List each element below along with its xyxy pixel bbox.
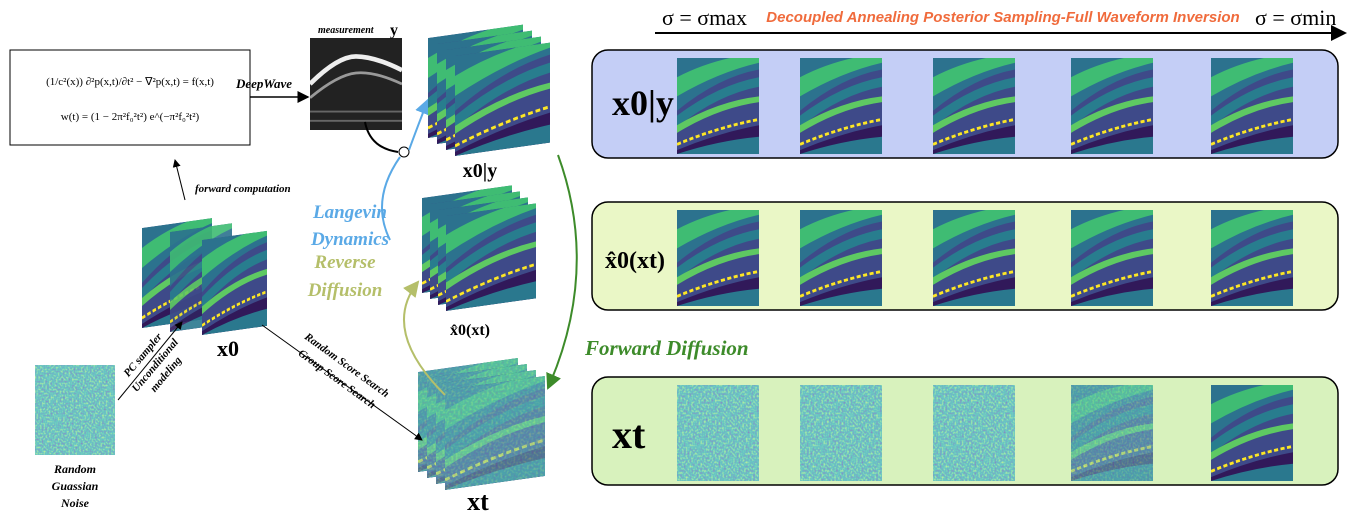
stack-label: x0 — [217, 336, 239, 361]
noise-label: Guassian — [52, 479, 99, 493]
arrow — [403, 280, 446, 396]
image-tile — [677, 58, 759, 154]
row-label: x̂0(xt) — [605, 248, 665, 274]
image-tile — [800, 58, 882, 154]
stack-layer — [446, 203, 536, 311]
arrow — [172, 159, 186, 201]
measurement-label: measurement — [318, 25, 375, 36]
image-tile — [1211, 385, 1293, 481]
image-tile — [933, 58, 1015, 154]
image-tile — [1211, 58, 1293, 154]
arrow — [408, 98, 431, 151]
image-tile — [1211, 210, 1293, 306]
arrow — [546, 154, 578, 390]
arrow — [117, 321, 183, 401]
reverse-label: Diffusion — [307, 280, 383, 301]
image-tile — [800, 210, 882, 306]
forward-label: Forward Diffusion — [584, 336, 749, 360]
image-tile — [1071, 385, 1153, 481]
noise-image — [35, 365, 115, 455]
image-tile — [455, 42, 550, 156]
stack-label: x0|y — [463, 160, 497, 182]
stack-layer — [445, 375, 545, 490]
stack-layer — [202, 230, 267, 335]
sigma-start: σ = σmax — [662, 5, 747, 30]
measurement-image — [310, 38, 402, 130]
image-tile — [933, 385, 1015, 481]
stack-label: xt — [467, 487, 489, 516]
title: Decoupled Annealing Posterior Sampling-F… — [766, 9, 1239, 26]
image-tile — [446, 203, 536, 311]
connector — [364, 121, 399, 153]
image-tile — [800, 385, 882, 481]
row-label: x0|y — [612, 83, 674, 123]
combine-node — [398, 146, 410, 158]
image-tile — [677, 385, 759, 481]
image-tile — [1071, 210, 1153, 306]
reverse-label: Reverse — [313, 252, 376, 273]
langevin-label: Dynamics — [310, 229, 389, 250]
equation-box — [9, 49, 251, 146]
noise-label: Noise — [60, 496, 90, 510]
stack-layer — [455, 42, 550, 156]
image-tile — [677, 210, 759, 306]
image-tile — [933, 210, 1015, 306]
measurement-symbol: y — [390, 22, 398, 39]
equation: (1/c²(x)) ∂²p(x,t)/∂t² − ∇²p(x,t) = f(x,… — [46, 76, 214, 88]
stack-label: x̂0(xt) — [450, 322, 490, 339]
row-label: xt — [612, 412, 646, 457]
arrow — [381, 156, 401, 241]
solver: DeepWave — [235, 76, 292, 91]
noise-label: Random — [53, 462, 96, 476]
image-tile — [445, 376, 545, 490]
wavelet: w(t) = (1 − 2π²f₀²t²) e^(−π²f₀²t²) — [61, 111, 200, 123]
sigma-end: σ = σmin — [1255, 5, 1336, 30]
image-tile — [202, 230, 267, 335]
computation-label: forward computation — [195, 183, 291, 195]
langevin-label: Langevin — [312, 202, 387, 223]
arrow — [261, 324, 423, 441]
image-tile — [1071, 58, 1153, 154]
